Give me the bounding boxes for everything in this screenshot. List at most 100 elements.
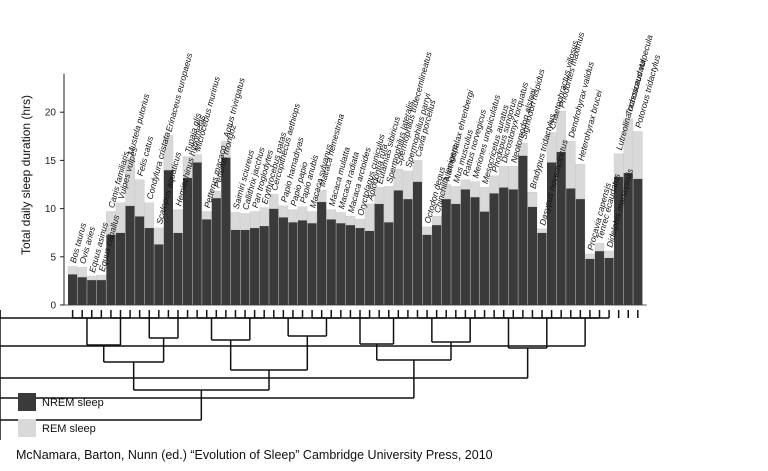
legend-swatch-rem <box>18 419 36 437</box>
phylogenetic-tree <box>0 310 639 440</box>
legend-label-rem: REM sleep <box>42 423 96 435</box>
bar-rem <box>431 216 442 226</box>
bar-nrem <box>537 232 547 305</box>
y-tick-label: 5 <box>50 252 56 263</box>
bar-nrem <box>633 178 643 305</box>
bar-rem <box>412 160 423 182</box>
bar-rem <box>527 192 538 207</box>
bar-rem <box>192 154 202 163</box>
bar-nrem <box>451 203 461 305</box>
bar-nrem <box>240 229 250 305</box>
bar-nrem <box>393 190 403 305</box>
bar-rem <box>278 205 289 218</box>
bar-nrem <box>211 197 221 305</box>
bar-rem <box>326 209 337 220</box>
bar-rem <box>336 212 346 224</box>
bar-nrem <box>115 232 126 305</box>
legend-swatch-nrem <box>18 393 36 411</box>
bar-rem <box>163 135 174 171</box>
bar-nrem <box>479 211 490 305</box>
bars-layer <box>67 111 643 305</box>
bar-rem <box>479 187 490 212</box>
bar-rem <box>268 193 279 209</box>
bar-nrem <box>614 176 624 305</box>
bar-nrem <box>87 279 97 305</box>
bar-rem <box>173 209 183 233</box>
bar-rem <box>259 207 270 227</box>
bar-nrem <box>144 227 154 305</box>
bar-nrem <box>125 205 135 305</box>
y-tick-label: 15 <box>45 156 57 167</box>
bar-rem <box>221 140 231 158</box>
bar-nrem <box>182 177 193 305</box>
bar-rem <box>240 213 250 231</box>
bar-nrem <box>259 225 269 305</box>
legend: NREM sleep REM sleep <box>18 393 104 437</box>
bar-nrem <box>432 224 442 305</box>
bar-rem <box>374 187 384 204</box>
bar-rem <box>422 226 432 235</box>
bar-rem <box>201 211 212 220</box>
bar-nrem <box>230 229 241 305</box>
bar-nrem <box>403 198 413 305</box>
bar-rem <box>86 275 97 281</box>
bar-rem <box>604 250 614 258</box>
bar-nrem <box>594 251 605 305</box>
bar-rem <box>297 206 308 221</box>
bar-nrem <box>422 234 432 305</box>
bar-nrem <box>441 198 451 305</box>
bar-nrem <box>106 234 116 305</box>
bar-rem <box>288 209 298 223</box>
bar-nrem <box>527 206 538 305</box>
bar-rem <box>575 164 586 200</box>
bar-rem <box>106 211 116 235</box>
bar-rem <box>307 211 317 224</box>
bar-nrem <box>547 162 557 305</box>
bar-nrem <box>96 279 106 305</box>
citation: McNamara, Barton, Nunn (ed.) “Evolution … <box>16 448 493 462</box>
bar-nrem <box>575 198 585 305</box>
bar-rem <box>508 165 519 190</box>
bar-rem <box>115 202 126 233</box>
bar-nrem <box>623 172 633 305</box>
bar-nrem <box>269 208 279 305</box>
bar-nrem <box>585 258 595 305</box>
bar-rem <box>594 243 605 252</box>
bar-nrem <box>77 277 87 305</box>
bar-nrem <box>489 193 499 305</box>
bar-rem <box>96 274 107 281</box>
legend-label-nrem: NREM sleep <box>42 397 104 409</box>
bar-rem <box>441 184 452 200</box>
bar-rem <box>585 253 595 259</box>
bar-nrem <box>604 257 614 305</box>
bar-rem <box>182 156 193 178</box>
bar-nrem <box>470 197 480 305</box>
bar-nrem <box>278 217 288 305</box>
bar-rem <box>230 212 241 231</box>
bar-nrem <box>297 220 308 305</box>
bar-nrem <box>173 232 183 305</box>
bar-rem <box>125 158 135 206</box>
bar-nrem <box>135 216 145 305</box>
bar-rem <box>383 186 394 223</box>
bar-nrem <box>250 227 260 305</box>
bar-rem <box>364 203 375 231</box>
bar-rem <box>77 267 87 278</box>
bar-rem <box>451 186 461 204</box>
y-tick-label: 10 <box>45 204 57 215</box>
bar-rem <box>537 228 547 233</box>
bar-nrem <box>566 188 576 305</box>
y-tick-label: 20 <box>45 108 57 119</box>
bar-rem <box>355 219 365 229</box>
bar-rem <box>154 227 164 245</box>
bar-nrem <box>374 203 384 305</box>
y-tick-label: 0 <box>50 301 56 312</box>
bar-nrem <box>307 223 317 305</box>
bar-rem <box>498 165 509 188</box>
bar-nrem <box>68 274 78 305</box>
bar-rem <box>316 190 327 203</box>
bar-rem <box>211 191 222 199</box>
bar-nrem <box>384 222 394 305</box>
bar-nrem <box>355 227 365 305</box>
